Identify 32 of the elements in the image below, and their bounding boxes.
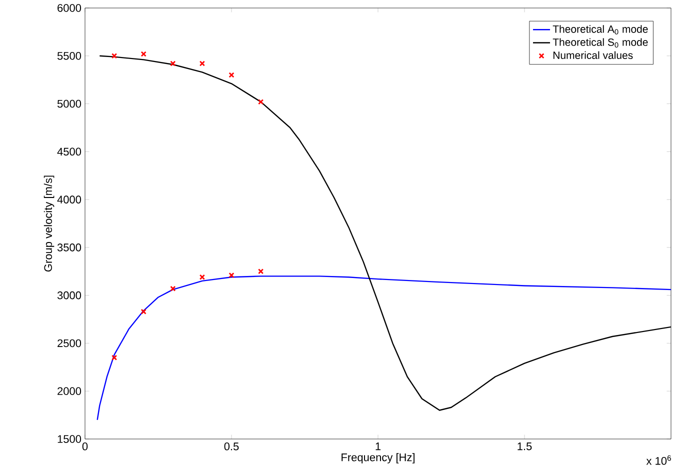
point <box>228 272 234 278</box>
legend-label: Theoretical A$_{0}$ mode <box>552 25 648 35</box>
point <box>111 354 118 361</box>
y-tick-label: 6000 <box>58 4 82 12</box>
point <box>140 51 146 57</box>
point <box>140 308 146 315</box>
y-tick-label: 4000 <box>57 196 82 204</box>
y-tick-label: 2500 <box>58 339 82 348</box>
point <box>258 99 264 105</box>
y-tick-label: 3500 <box>57 244 82 252</box>
point <box>228 72 234 78</box>
point <box>199 274 206 280</box>
y-axis-title: Group velocity [m/s] <box>44 176 54 272</box>
y-tick-label: 5500 <box>57 52 82 60</box>
y-tick-label: 5000 <box>57 100 82 108</box>
legend-label: Numerical values <box>553 51 633 60</box>
legend-label: Theoretical S$_{0}$ mode <box>552 38 648 48</box>
x-tick-label: 1 <box>376 442 381 450</box>
x-tick-label: 1.5 <box>518 442 532 450</box>
y-tick-label: 3000 <box>57 292 82 300</box>
point <box>170 286 176 292</box>
point <box>111 53 118 59</box>
x-tick-label: 0.5 <box>224 442 239 450</box>
x-tick-label: 0 <box>82 442 88 450</box>
text: x 10$^{6}$ <box>646 455 671 465</box>
y-tick-label: 4500 <box>57 148 82 156</box>
point <box>199 60 206 67</box>
y-tick-label: 1500 <box>58 435 82 444</box>
point <box>258 268 264 274</box>
y-tick-label: 2000 <box>58 387 82 396</box>
x-axis-title: Frequency [Hz] <box>342 453 414 464</box>
point <box>170 60 176 67</box>
